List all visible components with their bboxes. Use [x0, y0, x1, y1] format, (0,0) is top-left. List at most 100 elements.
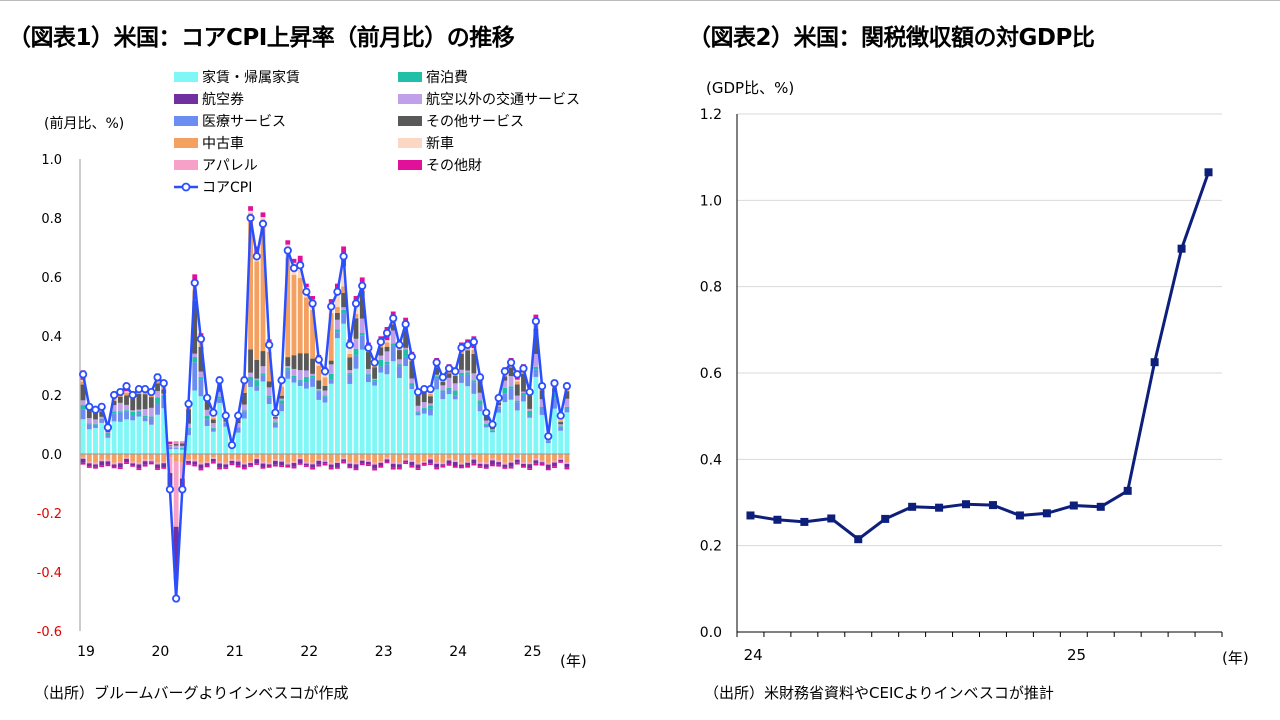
bar-segment-transport	[130, 410, 136, 412]
bar-segment-otherserv	[310, 358, 316, 374]
bar-segment-usedcar	[260, 219, 266, 352]
bar-segment-medical	[390, 345, 396, 362]
bar-segment-housing	[173, 448, 179, 454]
bar-segment-transport	[279, 398, 285, 401]
bar-segment-othergoods	[539, 463, 545, 466]
bar-segment-otherserv	[291, 355, 297, 369]
bar-segment-otherserv	[502, 376, 508, 381]
bar-segment-othergoods	[173, 441, 179, 443]
bar-segment-otherserv	[80, 384, 86, 401]
bar-segment-otherserv	[210, 419, 216, 424]
bar-segment-otherserv	[378, 347, 384, 356]
bar-segment-othergoods	[316, 464, 322, 467]
bar-segment-othergoods	[496, 464, 502, 467]
bar-segment-usedcar	[279, 386, 285, 396]
bar-segment-lodging	[192, 357, 198, 363]
y-tick-label: 0.0	[41, 448, 62, 463]
bar-segment-transport	[117, 402, 123, 412]
bar-segment-lodging	[353, 348, 359, 356]
bar-segment-othergoods	[291, 466, 297, 469]
x-tick-label: 24	[449, 644, 467, 660]
bar-segment-othergoods	[328, 467, 334, 470]
bar-segment-othergoods	[217, 467, 222, 470]
bar-segment-lodging	[496, 406, 502, 409]
figure2-title: （図表2）米国：関税徴収額の対GDP比	[688, 25, 1095, 51]
bar-segment-otherserv	[508, 367, 514, 377]
bar-segment-othergoods	[390, 311, 396, 317]
bar-segment-medical	[558, 427, 564, 431]
bar-segment-medical	[496, 408, 502, 413]
bar-segment-housing	[403, 366, 409, 454]
bar-segment-medical	[105, 435, 111, 438]
bar-segment-apparel	[235, 459, 241, 462]
core-cpi-point	[320, 367, 330, 376]
bar-segment-othergoods	[533, 463, 539, 466]
bar-segment-lodging	[322, 395, 328, 397]
bar-segment-othergoods	[502, 467, 508, 469]
bar-segment-otherserv	[130, 398, 136, 411]
core-cpi-point	[153, 373, 162, 382]
bar-segment-usedcar	[310, 309, 316, 359]
bar-segment-medical	[328, 379, 334, 384]
bar-segment-airfare	[334, 462, 340, 468]
bar-segment-transport	[254, 378, 260, 381]
bar-segment-usedcar	[86, 454, 92, 462]
bar-segment-airfare	[428, 459, 433, 464]
legend-swatch-apparel	[174, 160, 198, 170]
bar-segment-othergoods	[285, 465, 291, 468]
bar-segment-otherserv	[514, 384, 520, 396]
bar-segment-medical	[260, 375, 266, 382]
bar-segment-usedcar	[483, 454, 489, 463]
bar-segment-othergoods	[254, 463, 260, 465]
bar-segment-apparel	[552, 460, 557, 463]
bar-segment-usedcar	[552, 454, 557, 461]
bar-segment-usedcar	[167, 444, 173, 446]
figure1-title: （図表1）米国：コアCPI上昇率（前月比）の推移	[8, 25, 515, 51]
bar-segment-medical	[353, 355, 359, 369]
bar-segment-transport	[186, 423, 191, 429]
bar-segment-airfare	[502, 464, 508, 468]
bar-segment-airfare	[514, 459, 520, 463]
bar-segment-housing	[465, 386, 471, 454]
bar-segment-transport	[272, 418, 278, 423]
bar-segment-medical	[124, 411, 129, 420]
bar-segment-lodging	[502, 387, 508, 394]
bar-segment-housing	[539, 414, 545, 454]
bar-segment-lodging	[285, 368, 291, 371]
legend-label-newcar: 新車	[426, 135, 454, 152]
bar-segment-medical	[365, 376, 371, 383]
bar-segment-usedcar	[409, 454, 415, 461]
bar-segment-housing	[235, 432, 241, 454]
bar-segment-otherserv	[446, 373, 452, 378]
bar-segment-usedcar	[192, 454, 198, 460]
bar-segment-medical	[99, 420, 105, 423]
bar-segment-usedcar	[155, 454, 160, 463]
core-cpi-point	[494, 393, 503, 403]
bar-segment-medical	[210, 428, 216, 432]
bar-segment-otherserv	[334, 312, 340, 320]
bar-segment-airfare	[409, 461, 415, 466]
bar-segment-housing	[552, 408, 557, 454]
bar-segment-lodging	[217, 396, 222, 399]
bar-segment-usedcar	[229, 454, 235, 460]
core-cpi-point	[85, 402, 94, 411]
legend-label-usedcar: 中古車	[202, 135, 244, 152]
bar-segment-othergoods	[235, 465, 241, 468]
bar-segment-lodging	[514, 400, 520, 403]
legend-swatch-usedcar	[174, 138, 198, 148]
legend-swatch-newcar	[398, 138, 422, 148]
bar-segment-otherserv	[117, 396, 123, 403]
figure1-year-unit: (年)	[560, 652, 587, 670]
bar-segment-apparel	[353, 462, 359, 465]
bar-segment-transport	[465, 370, 471, 373]
core-cpi-point	[97, 402, 106, 411]
bar-segment-apparel	[192, 459, 198, 462]
bar-segment-othergoods	[136, 468, 142, 471]
bar-segment-othergoods	[99, 465, 105, 468]
bar-segment-apparel	[210, 457, 216, 460]
bar-segment-transport	[440, 385, 446, 391]
bar-segment-apparel	[279, 459, 285, 462]
bar-segment-newcar	[124, 391, 129, 393]
bar-segment-housing	[93, 427, 98, 454]
bar-segment-transport	[521, 391, 526, 394]
